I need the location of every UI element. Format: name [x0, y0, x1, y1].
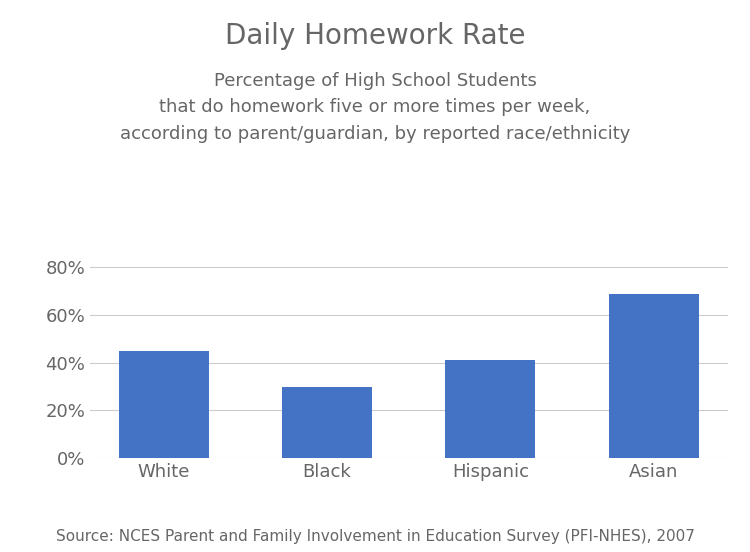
Bar — [609, 294, 698, 458]
Bar — [282, 386, 372, 458]
Text: Percentage of High School Students
that do homework five or more times per week,: Percentage of High School Students that … — [120, 72, 630, 142]
Bar — [119, 351, 208, 458]
Text: Source: NCES Parent and Family Involvement in Education Survey (PFI-NHES), 2007: Source: NCES Parent and Family Involveme… — [56, 529, 695, 544]
Text: Daily Homework Rate: Daily Homework Rate — [225, 22, 525, 50]
Bar — [446, 360, 536, 458]
